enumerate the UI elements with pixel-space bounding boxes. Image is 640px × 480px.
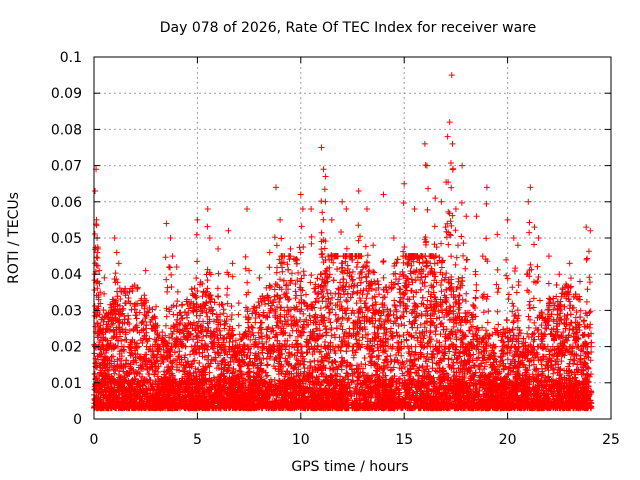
data-point bbox=[200, 333, 207, 340]
data-point bbox=[391, 297, 398, 304]
data-point bbox=[303, 291, 310, 298]
data-point bbox=[199, 293, 206, 300]
data-point bbox=[470, 301, 477, 308]
data-point bbox=[571, 357, 578, 364]
data-point bbox=[146, 304, 153, 311]
data-point bbox=[198, 337, 205, 344]
data-point bbox=[307, 359, 314, 366]
data-point bbox=[414, 324, 421, 331]
data-point bbox=[285, 308, 292, 315]
data-point bbox=[400, 271, 407, 278]
data-point bbox=[145, 371, 152, 378]
data-point bbox=[224, 313, 231, 320]
data-point bbox=[481, 363, 488, 370]
data-point bbox=[366, 267, 373, 274]
data-point bbox=[391, 262, 398, 269]
data-point bbox=[401, 372, 408, 379]
data-point bbox=[277, 294, 284, 301]
data-point bbox=[349, 268, 356, 275]
data-point bbox=[432, 367, 439, 374]
data-point bbox=[442, 298, 449, 305]
data-points bbox=[91, 72, 595, 412]
data-point bbox=[362, 264, 369, 271]
data-point bbox=[398, 352, 405, 359]
data-point bbox=[354, 259, 361, 266]
data-point bbox=[438, 264, 445, 271]
data-point bbox=[143, 329, 150, 336]
data-point bbox=[509, 308, 516, 315]
data-point bbox=[512, 312, 519, 319]
data-point bbox=[371, 323, 378, 330]
data-point bbox=[412, 369, 419, 376]
